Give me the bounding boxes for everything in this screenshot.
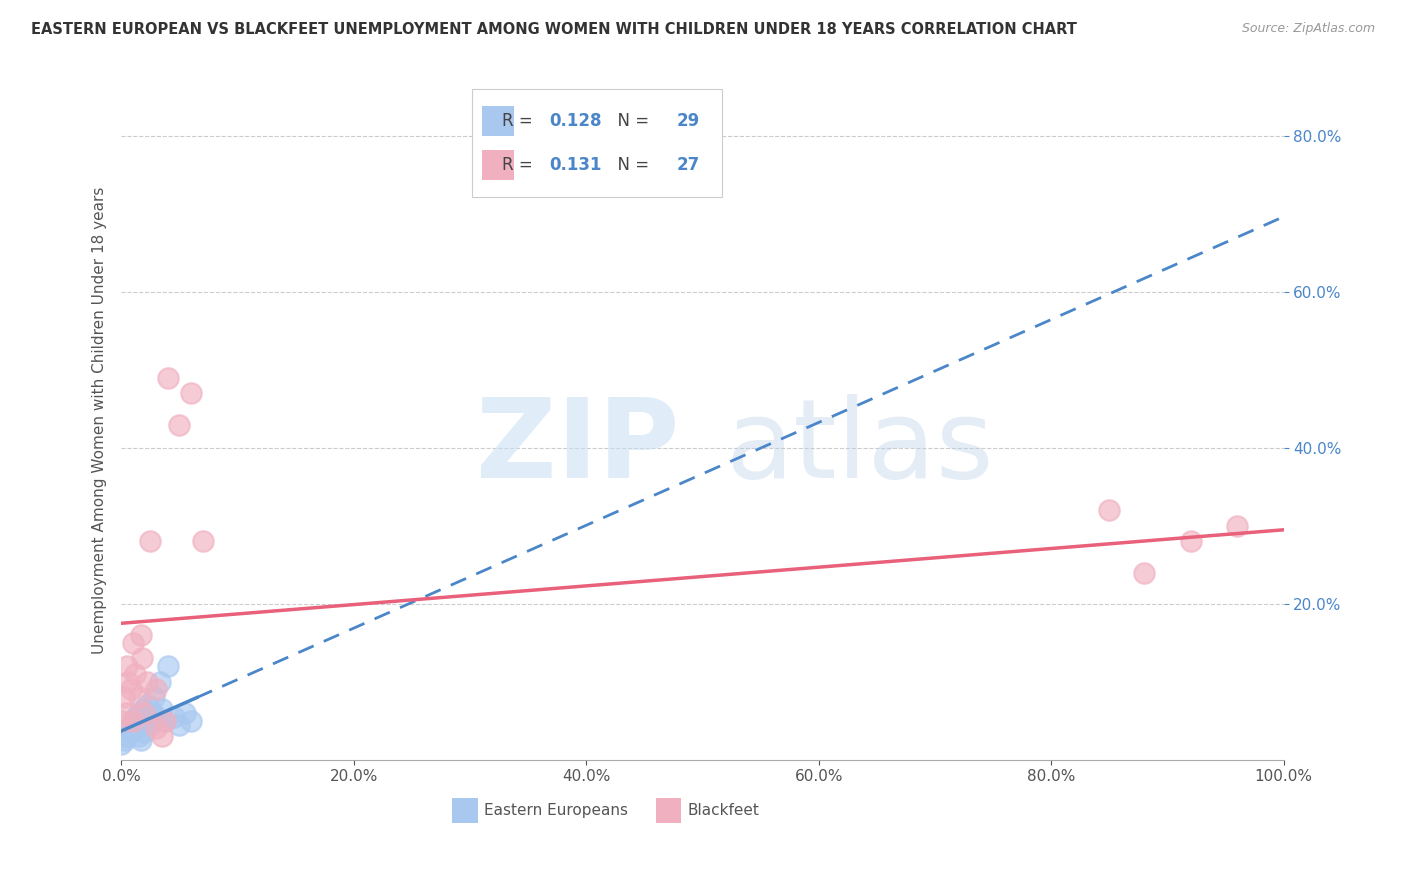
Point [142,690,165,705]
Point [112,690,135,705]
Point [128,729,150,743]
Bar [481,105,515,136]
Point [180,386,202,401]
Point [131,710,153,724]
Text: R =: R = [502,112,538,130]
Point [139,534,162,549]
Bar [481,150,515,180]
Point [134,725,156,739]
Point [124,722,146,736]
Point [145,722,167,736]
Bar [657,798,682,822]
Point [174,706,197,720]
Point [131,651,153,665]
Point [135,714,157,728]
Point [142,706,165,720]
Point [125,710,148,724]
Point [115,706,138,720]
Y-axis label: Unemployment Among Women with Children Under 18 years: Unemployment Among Women with Children U… [93,187,107,655]
Text: 0.131: 0.131 [548,156,602,174]
Point [162,710,184,724]
Point [139,717,162,731]
Text: R =: R = [502,156,538,174]
Text: 27: 27 [676,156,700,174]
Point [169,717,191,731]
Point [145,682,167,697]
Point [121,717,143,731]
Point [129,733,152,747]
Point [117,674,139,689]
Text: atlas: atlas [725,394,994,501]
Text: 29: 29 [676,112,700,130]
Point [155,714,177,728]
Point [121,636,143,650]
Point [1180,534,1202,549]
Point [121,714,143,728]
Point [110,714,132,728]
Text: Eastern Europeans: Eastern Europeans [484,803,628,818]
Text: 0.128: 0.128 [548,112,602,130]
Text: N =: N = [607,112,654,130]
Text: EASTERN EUROPEAN VS BLACKFEET UNEMPLOYMENT AMONG WOMEN WITH CHILDREN UNDER 18 YE: EASTERN EUROPEAN VS BLACKFEET UNEMPLOYME… [31,22,1077,37]
Point [180,714,202,728]
Point [135,698,157,712]
Point [128,706,150,720]
Point [156,659,179,673]
Point [118,722,141,736]
Point [115,729,138,743]
Point [150,702,173,716]
Bar [453,798,478,822]
Point [1226,519,1249,533]
Point [148,674,170,689]
Point [1133,566,1156,580]
Point [124,667,146,681]
Text: Blackfeet: Blackfeet [688,803,759,818]
Text: ZIP: ZIP [475,394,679,501]
Text: N =: N = [607,156,654,174]
Point [156,371,179,385]
Point [115,659,138,673]
Point [145,710,167,724]
Point [150,729,173,743]
Point [1098,503,1121,517]
Point [191,534,214,549]
Point [121,714,143,728]
Point [135,674,157,689]
Point [114,733,136,747]
Point [134,706,156,720]
Point [155,714,177,728]
Point [169,417,191,432]
FancyBboxPatch shape [472,88,723,197]
Point [110,737,132,751]
Point [134,702,156,716]
Point [120,682,142,697]
Point [120,725,142,739]
Point [129,628,152,642]
Point [128,690,150,705]
Text: Source: ZipAtlas.com: Source: ZipAtlas.com [1241,22,1375,36]
